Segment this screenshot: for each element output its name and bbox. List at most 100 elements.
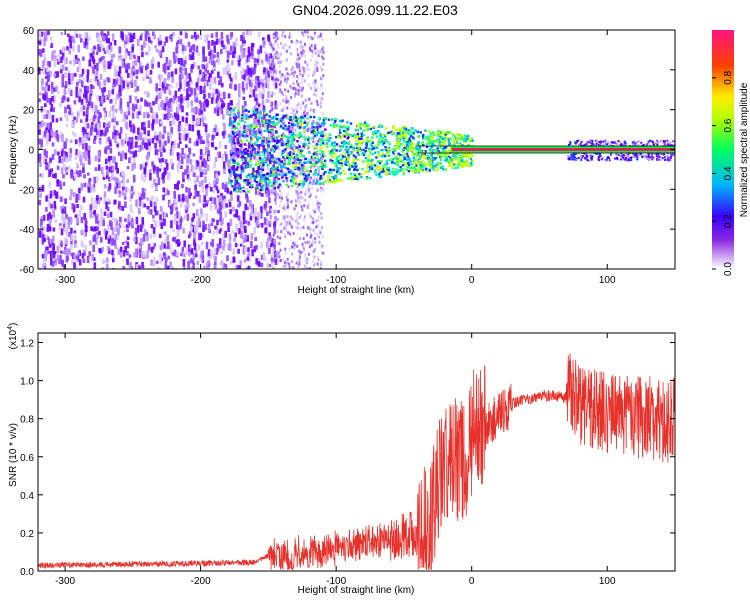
spectrogram-cell bbox=[228, 233, 232, 242]
spectrogram-cell bbox=[320, 123, 323, 126]
spectrogram-cell bbox=[75, 170, 79, 175]
spectrogram-cell bbox=[303, 167, 306, 170]
spectrogram-cell bbox=[392, 152, 396, 156]
spectrogram-cell bbox=[354, 162, 357, 165]
spectrogram-cell bbox=[398, 156, 401, 159]
spectrogram-cell bbox=[116, 232, 120, 241]
spectrogram-cell bbox=[273, 244, 276, 251]
spectrogram-cell bbox=[71, 171, 75, 180]
spectrogram-cell bbox=[175, 97, 179, 104]
spectrogram-cell bbox=[95, 216, 98, 224]
spectrogram-cell bbox=[205, 213, 208, 222]
spectrogram-cell bbox=[305, 67, 308, 71]
spectrogram-cell bbox=[148, 145, 152, 152]
spectrogram-cell bbox=[61, 52, 65, 61]
spectrogram-cell bbox=[408, 132, 411, 136]
spectrogram-cell bbox=[259, 180, 262, 183]
spectrogram-cell bbox=[411, 131, 414, 134]
spectrogram-cell bbox=[152, 101, 155, 106]
spectrogram-cell bbox=[213, 162, 216, 169]
spectrogram-cell bbox=[246, 256, 250, 261]
spectrogram-cell bbox=[321, 132, 324, 136]
spectrogram-cell bbox=[69, 148, 73, 154]
spectrogram-cell bbox=[66, 46, 69, 51]
spectrogram-cell bbox=[347, 153, 350, 157]
spectrogram-cell bbox=[329, 124, 332, 127]
spectrogram-cell bbox=[175, 41, 179, 49]
spectrogram-cell bbox=[297, 101, 300, 105]
spectrogram-cell bbox=[282, 99, 285, 103]
spectrogram-cell bbox=[62, 96, 66, 100]
spectrogram-cell bbox=[266, 77, 270, 86]
spectrogram-cell bbox=[138, 200, 142, 207]
spectrogram-cell bbox=[418, 147, 421, 151]
spectrogram-cell bbox=[402, 172, 405, 176]
spectrogram-cell bbox=[306, 129, 309, 132]
spectrogram-cell bbox=[143, 167, 146, 175]
spectrogram-cell bbox=[271, 146, 274, 149]
spectrogram-cell bbox=[305, 257, 308, 261]
spectrogram-cell bbox=[118, 46, 122, 54]
spectrogram-cell bbox=[245, 267, 249, 269]
spectrogram-cell bbox=[137, 266, 141, 269]
spectrogram-cell bbox=[166, 234, 169, 241]
spectrogram-cell bbox=[66, 97, 70, 102]
spectrogram-cell bbox=[321, 112, 324, 116]
spectrogram-cell bbox=[121, 205, 125, 211]
spectrogram-cell bbox=[299, 135, 302, 138]
spectrogram-cell bbox=[267, 37, 271, 43]
spectrogram-cell bbox=[379, 171, 382, 174]
spectrogram-cell bbox=[218, 229, 222, 234]
spectrogram-cell bbox=[220, 104, 224, 109]
spectrogram-cell bbox=[204, 166, 207, 174]
spectrogram-cell bbox=[249, 94, 252, 98]
spectrogram-cell bbox=[358, 137, 361, 140]
spectrogram-cell bbox=[296, 39, 299, 43]
spectrogram-cell bbox=[270, 148, 273, 152]
spectrogram-cell bbox=[355, 142, 358, 146]
spectrogram-cell bbox=[96, 109, 100, 115]
spectrogram-cell bbox=[306, 257, 309, 261]
spectrogram-cell bbox=[292, 138, 296, 141]
spectrogram-cell bbox=[41, 184, 45, 192]
spectrogram-cell bbox=[222, 67, 226, 75]
spectrogram-cell bbox=[357, 177, 360, 180]
spectrogram-cell bbox=[338, 145, 342, 148]
spectrogram-cell bbox=[134, 104, 138, 110]
spectrogram-cell bbox=[314, 82, 317, 86]
spectrogram-cell bbox=[165, 257, 168, 262]
spectrogram-cell bbox=[76, 67, 80, 73]
spectrogram-cell bbox=[63, 227, 66, 233]
spectrogram-cell bbox=[236, 55, 240, 63]
spectrogram-cell bbox=[284, 77, 287, 81]
spectrogram-cell bbox=[338, 128, 342, 132]
spectrogram-cell bbox=[82, 127, 85, 133]
spectrogram-cell bbox=[240, 233, 243, 239]
spectrogram-cell bbox=[149, 209, 153, 215]
spectrogram-cell bbox=[170, 211, 173, 215]
spectrogram-cell bbox=[175, 207, 178, 211]
spectrogram-cell bbox=[229, 116, 232, 124]
spectrogram-cell bbox=[315, 121, 318, 125]
spectrogram-cell bbox=[260, 188, 263, 192]
spectrogram-cell bbox=[108, 183, 112, 189]
spectrogram-cell bbox=[464, 137, 468, 140]
spectrogram-cell bbox=[359, 136, 363, 139]
spectrogram-cell bbox=[293, 148, 296, 151]
spectrogram-cell bbox=[110, 54, 114, 63]
spectrogram-cell bbox=[44, 250, 47, 256]
spectrogram-cell bbox=[418, 145, 422, 149]
spectrogram-cell bbox=[230, 180, 233, 183]
spectrogram-cell bbox=[322, 46, 325, 50]
spectrogram-cell bbox=[292, 152, 295, 155]
spectrogram-cell bbox=[292, 139, 295, 143]
spectrogram-cell bbox=[309, 46, 311, 50]
spectrogram-cell bbox=[126, 179, 130, 183]
spectrogram-cell bbox=[190, 266, 194, 269]
spectrogram-cell bbox=[312, 259, 315, 263]
spectrogram-cell bbox=[185, 112, 189, 116]
spectrogram-cell bbox=[113, 239, 117, 246]
spectrogram-cell bbox=[296, 48, 299, 51]
spectrogram-cell bbox=[414, 167, 417, 170]
spectrogram-cell bbox=[302, 145, 305, 148]
